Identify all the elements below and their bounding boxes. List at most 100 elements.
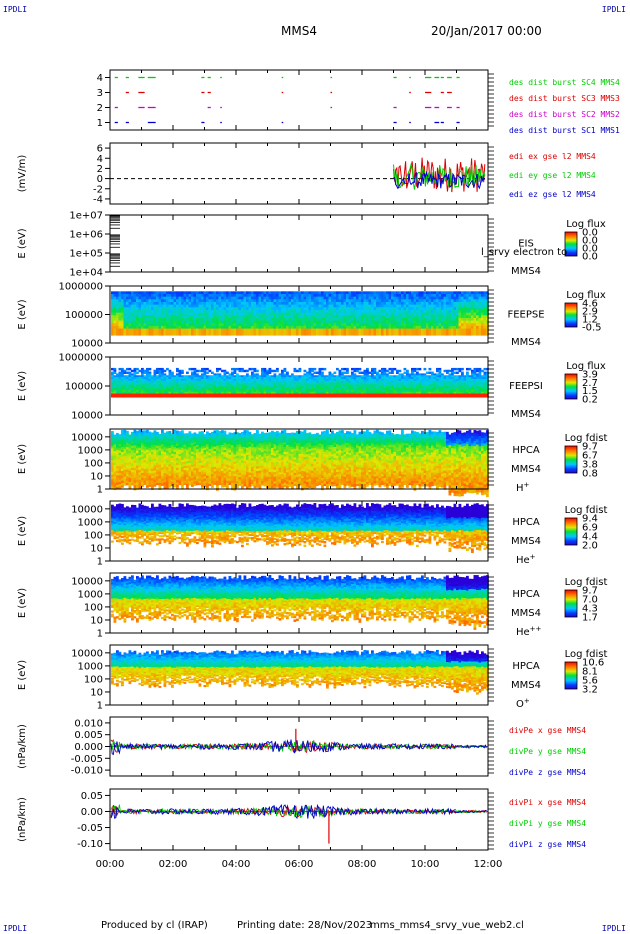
spectrogram-cell: [298, 389, 302, 393]
spectrogram-cell: [448, 369, 452, 373]
spectrogram-cell: [233, 323, 237, 327]
spectrogram-cell: [113, 391, 117, 395]
spectrogram-cell: [351, 384, 354, 387]
spectrogram-cell: [293, 296, 297, 300]
colorbar: [564, 302, 578, 328]
spectrogram-cell: [168, 369, 172, 373]
spectrogram-cell: [356, 307, 359, 311]
spectrogram-cell: [118, 454, 122, 458]
spectrogram-cell: [243, 325, 247, 330]
spectrogram-cell: [136, 317, 139, 322]
spectrogram-cell: [446, 315, 449, 319]
spectrogram-cell: [426, 386, 429, 389]
spectrogram-cell: [438, 301, 442, 306]
spectrogram-cell: [156, 375, 159, 378]
spectrogram-cell: [451, 382, 454, 385]
spectrogram-cell: [186, 312, 189, 316]
spectrogram-cell: [388, 380, 392, 384]
spectrogram-cell: [298, 367, 302, 371]
spectrogram-cell: [183, 291, 187, 295]
spectrogram-cell: [143, 450, 147, 454]
spectrogram-cell: [483, 367, 487, 371]
spectrogram-cell: [228, 309, 232, 314]
spectrogram-cell: [423, 323, 427, 327]
spectrogram-cell: [218, 382, 222, 385]
spectrogram-cell: [226, 312, 229, 316]
spectrogram-cell: [156, 323, 159, 327]
spectrogram-cell: [196, 291, 199, 295]
spectrogram-cell: [146, 373, 149, 376]
spectrogram-cell: [181, 309, 184, 314]
spectrogram-cell: [453, 309, 457, 314]
spectrogram-cell: [138, 437, 142, 441]
spectrogram-cell: [396, 312, 399, 316]
spectrogram-cell: [131, 293, 134, 298]
spectrogram-cell: [468, 309, 472, 314]
spectrogram-cell: [293, 369, 297, 373]
spectrogram-cell: [126, 304, 129, 308]
spectrogram-cell: [311, 375, 314, 378]
spectrogram-cell: [328, 291, 332, 295]
spectrogram-cell: [311, 307, 314, 311]
spectrogram-cell: [438, 388, 442, 391]
spectrogram-cell: [208, 375, 212, 378]
spectrogram-cell: [118, 449, 122, 453]
spectrogram-cell: [241, 293, 244, 298]
spectrogram-cell: [148, 378, 152, 382]
spectrogram-cell: [118, 315, 122, 319]
spectrogram-cell: [203, 296, 207, 300]
spectrogram-cell: [466, 380, 469, 384]
spectrogram-cell: [266, 389, 269, 393]
spectrogram-cell: [116, 389, 119, 393]
spectrogram-cell: [473, 323, 477, 327]
spectrogram-cell: [111, 438, 114, 442]
spectrogram-band: [461, 328, 464, 336]
spectrogram-cell: [248, 315, 252, 319]
spectrogram-cell: [423, 367, 427, 371]
spectrogram-cell: [313, 296, 317, 300]
spectrogram-cell: [143, 301, 147, 306]
spectrogram-cell: [141, 371, 144, 375]
spectrogram-cell: [121, 309, 124, 314]
spectrogram-cell: [253, 315, 257, 319]
spectrogram-cell: [111, 384, 114, 387]
spectrogram-cell: [356, 312, 359, 316]
spectrogram-cell: [151, 304, 154, 308]
spectrogram-band: [411, 393, 414, 398]
spectrogram-cell: [381, 309, 384, 314]
spectrogram-cell: [233, 325, 237, 330]
spectrogram-cell: [441, 388, 444, 391]
spectrogram-cell: [326, 384, 329, 387]
spectrogram-cell: [241, 309, 244, 314]
spectrogram-cell: [181, 371, 184, 375]
spectrogram-cell: [241, 315, 244, 319]
spectrogram-cell: [231, 378, 234, 382]
spectrogram-cell: [203, 304, 207, 308]
spectrogram-band: [333, 328, 337, 336]
spectrogram-cell: [198, 309, 202, 314]
spectrogram-cell: [251, 312, 254, 316]
spectrogram-cell: [333, 377, 337, 380]
spectrogram-cell: [361, 380, 364, 384]
spectrogram-cell: [238, 384, 242, 387]
spectrogram-cell: [283, 307, 287, 311]
y-tick-label: 1e+04: [69, 268, 103, 279]
spectrogram-cell: [146, 301, 149, 306]
spectrogram-cell: [126, 435, 129, 439]
spectrogram-cell: [233, 386, 237, 389]
spectrogram-band: [431, 328, 434, 336]
spectrogram-band: [386, 393, 389, 398]
spectrogram-cell: [218, 317, 222, 322]
spectrogram-cell: [131, 391, 134, 395]
spectrogram-cell: [473, 312, 477, 316]
spectrogram-cell: [468, 382, 472, 385]
spectrogram-cell: [478, 378, 482, 382]
spectrogram-cell: [171, 312, 174, 316]
spectrogram-cell: [233, 309, 237, 314]
spectrogram-cell: [461, 296, 464, 300]
spectrogram-cell: [276, 325, 279, 330]
spectrogram-cell: [178, 388, 182, 391]
spectrogram-cell: [416, 377, 419, 380]
spectrogram-cell: [311, 323, 314, 327]
spectrogram-cell: [401, 320, 404, 324]
